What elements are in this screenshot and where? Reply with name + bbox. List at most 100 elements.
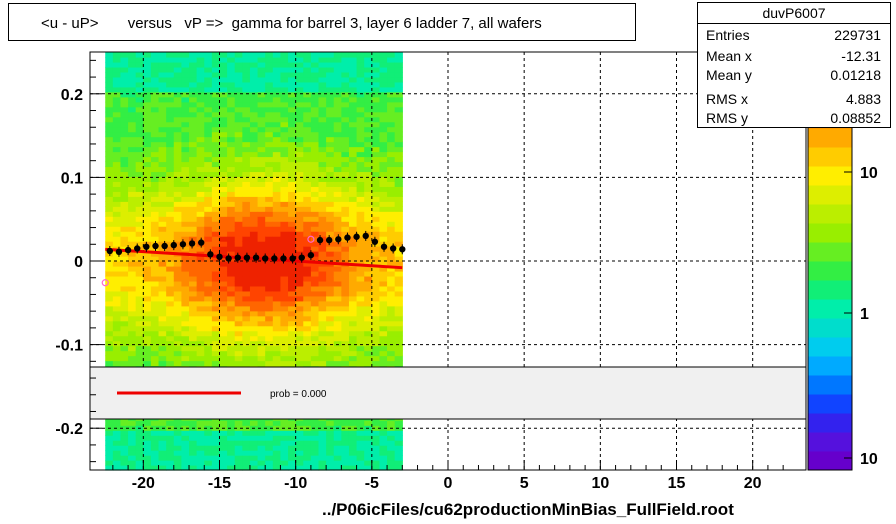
heatmap-cell xyxy=(379,425,388,431)
heatmap-cell xyxy=(135,151,144,158)
heatmap-cell xyxy=(128,440,137,446)
heatmap-cell xyxy=(158,211,167,217)
heatmap-cell xyxy=(387,91,396,98)
heatmap-cell xyxy=(143,221,152,227)
heatmap-cell xyxy=(394,460,403,466)
heatmap-cell xyxy=(181,206,190,212)
heatmap-cell xyxy=(257,310,266,317)
heatmap-cell xyxy=(166,141,175,148)
profile-point xyxy=(298,254,305,261)
heatmap-cell xyxy=(227,340,236,347)
heatmap-cell xyxy=(326,126,335,133)
heatmap-cell xyxy=(394,161,403,168)
heatmap-cell xyxy=(204,196,213,202)
heatmap-cell xyxy=(112,455,122,461)
heatmap-cell xyxy=(333,360,342,367)
heatmap-cell xyxy=(249,275,259,282)
heatmap-cell xyxy=(181,116,190,123)
heatmap-cell xyxy=(173,101,183,108)
heatmap-cell xyxy=(112,236,122,242)
heatmap-cell xyxy=(128,360,137,367)
heatmap-cell xyxy=(211,52,221,58)
heatmap-cell xyxy=(303,460,312,466)
heatmap-cell xyxy=(333,280,342,287)
heatmap-cell xyxy=(364,315,373,322)
profile-point xyxy=(179,241,187,248)
heatmap-cell xyxy=(112,91,122,98)
heatmap-cell xyxy=(135,270,144,277)
heatmap-cell xyxy=(196,345,205,352)
heatmap-cell xyxy=(379,171,388,178)
heatmap-cell xyxy=(150,360,160,367)
heatmap-cell xyxy=(310,151,320,158)
profile-point xyxy=(134,245,141,252)
heatmap-cell xyxy=(158,460,167,466)
heatmap-cell xyxy=(249,295,259,302)
heatmap-cell xyxy=(189,121,198,128)
heatmap-cell xyxy=(371,226,381,232)
x-tick-label: 15 xyxy=(668,475,686,492)
profile-point xyxy=(335,236,342,243)
heatmap-cell xyxy=(280,236,289,242)
heatmap-cell xyxy=(288,325,297,332)
heatmap-cell xyxy=(257,111,266,118)
heatmap-cell xyxy=(143,425,152,431)
heatmap-cell xyxy=(249,206,259,212)
heatmap-cell xyxy=(112,270,122,277)
heatmap-cell xyxy=(265,66,274,73)
heatmap-cell xyxy=(219,295,228,302)
heatmap-cell xyxy=(333,181,342,187)
heatmap-cell xyxy=(120,305,129,312)
heatmap-cell xyxy=(280,71,289,78)
heatmap-cell xyxy=(371,96,381,103)
heatmap-cell xyxy=(166,320,175,327)
heatmap-cell xyxy=(181,455,190,461)
heatmap-cell xyxy=(150,315,160,322)
heatmap-cell xyxy=(204,440,213,446)
heatmap-cell xyxy=(227,270,236,277)
heatmap-cell xyxy=(318,146,327,153)
heatmap-cell xyxy=(257,340,266,347)
heatmap-cell xyxy=(105,330,114,337)
heatmap-cell xyxy=(341,320,350,327)
heatmap-cell xyxy=(166,111,175,118)
heatmap-cell xyxy=(112,445,122,451)
heatmap-cell xyxy=(120,325,129,332)
heatmap-cell xyxy=(280,320,289,327)
heatmap-cell xyxy=(173,106,183,113)
heatmap-cell xyxy=(242,126,251,133)
heatmap-cell xyxy=(257,285,266,292)
heatmap-cell xyxy=(189,465,198,471)
heatmap-cell xyxy=(371,305,381,312)
heatmap-cell xyxy=(280,56,289,63)
heatmap-cell xyxy=(303,166,312,173)
heatmap-cell xyxy=(166,450,175,456)
heatmap-cell xyxy=(280,96,289,103)
heatmap-cell xyxy=(189,305,198,312)
heatmap-cell xyxy=(181,420,190,426)
heatmap-cell xyxy=(219,136,228,143)
heatmap-cell xyxy=(318,350,327,357)
heatmap-cell xyxy=(379,310,388,317)
heatmap-cell xyxy=(272,61,282,68)
heatmap-cell xyxy=(234,71,243,78)
heatmap-cell xyxy=(371,295,381,302)
heatmap-cell xyxy=(135,156,144,163)
heatmap-cell xyxy=(379,320,388,327)
heatmap-cell xyxy=(166,460,175,466)
heatmap-cell xyxy=(265,61,274,68)
heatmap-cell xyxy=(326,315,335,322)
heatmap-cell xyxy=(105,81,114,88)
heatmap-cell xyxy=(348,66,358,73)
heatmap-cell xyxy=(166,81,175,88)
heatmap-cell xyxy=(288,126,297,133)
heatmap-cell xyxy=(211,231,221,237)
heatmap-cell xyxy=(348,186,358,192)
profile-point xyxy=(106,247,114,255)
heatmap-cell xyxy=(219,61,228,68)
heatmap-cell xyxy=(303,191,312,197)
heatmap-cell xyxy=(143,176,152,182)
heatmap-cell xyxy=(128,435,137,441)
heatmap-cell xyxy=(371,256,381,262)
heatmap-cell xyxy=(158,181,167,187)
